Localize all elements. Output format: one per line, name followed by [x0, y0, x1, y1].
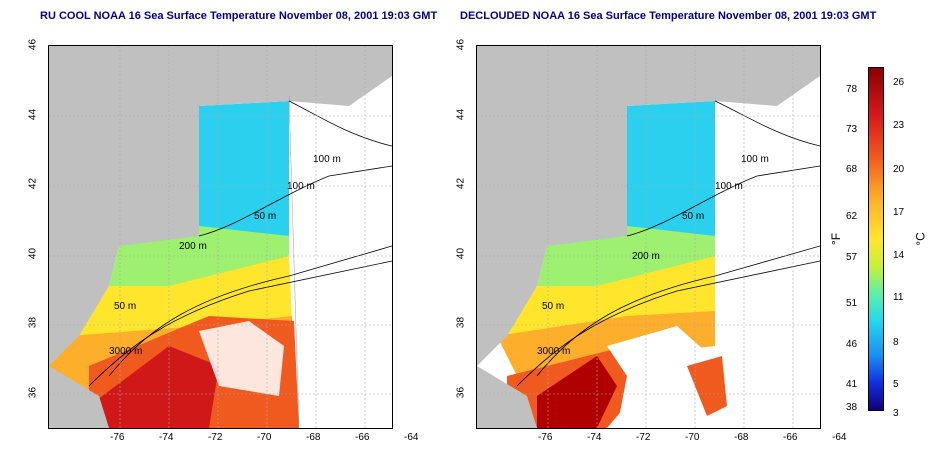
- y-tick-label: 44: [455, 108, 467, 120]
- contour-label-50m-2: 50 m: [542, 301, 565, 312]
- fahrenheit-tick: 62: [846, 211, 858, 222]
- y-tick-label: 42: [455, 178, 467, 190]
- right-sst-map: 100 m 100 m 50 m 200 m 50 m 3000 m: [476, 45, 821, 429]
- celsius-tick: 20: [893, 164, 905, 175]
- x-tick-label: -72: [636, 432, 651, 443]
- celsius-tick: 23: [893, 120, 905, 131]
- contour-label-200m: 200 m: [179, 241, 207, 252]
- contour-label-100m-2: 100 m: [287, 181, 315, 192]
- right-map-title: DECLOUDED NOAA 16 Sea Surface Temperatur…: [460, 10, 877, 22]
- celsius-tick: 3: [893, 408, 899, 419]
- contour-label-50m: 50 m: [682, 211, 705, 222]
- x-tick-label: -70: [685, 432, 700, 443]
- y-tick-label: 38: [455, 317, 467, 329]
- x-tick-label: -64: [832, 432, 847, 443]
- fahrenheit-tick: 68: [846, 164, 858, 175]
- contour-label-3000m: 3000 m: [537, 346, 571, 357]
- contour-label-100m: 100 m: [741, 154, 769, 165]
- y-tick-label: 36: [455, 386, 467, 399]
- x-tick-label: -76: [110, 432, 125, 443]
- celsius-tick: 17: [893, 207, 905, 218]
- fahrenheit-tick: 73: [846, 124, 858, 135]
- temperature-colorbar: [868, 67, 884, 411]
- contour-label-200m: 200 m: [632, 251, 660, 262]
- x-tick-label: -76: [538, 432, 553, 443]
- fahrenheit-tick: 38: [846, 402, 858, 413]
- cloud-patch: [199, 321, 284, 396]
- fahrenheit-tick: 51: [846, 298, 858, 309]
- contour-label-3000m: 3000 m: [109, 346, 143, 357]
- left-map-title: RU COOL NOAA 16 Sea Surface Temperature …: [40, 10, 438, 22]
- celsius-tick: 14: [893, 250, 905, 261]
- celsius-tick: 11: [893, 292, 904, 303]
- contour-label-50m-2: 50 m: [114, 301, 137, 312]
- fahrenheit-tick: 46: [846, 339, 858, 350]
- fahrenheit-tick: 57: [846, 252, 858, 263]
- x-tick-label: -72: [208, 432, 223, 443]
- x-tick-label: -64: [404, 432, 419, 443]
- x-tick-label: -68: [306, 432, 321, 443]
- x-tick-label: -74: [159, 432, 174, 443]
- y-tick-label: 46: [455, 38, 467, 51]
- celsius-unit-label: °C: [913, 232, 928, 246]
- fahrenheit-tick: 78: [846, 84, 858, 95]
- fahrenheit-tick: 41: [846, 379, 858, 390]
- contour-label-100m-2: 100 m: [715, 181, 743, 192]
- y-tick-label: 40: [455, 247, 467, 259]
- y-tick-label: 36: [27, 386, 39, 399]
- celsius-tick: 26: [893, 77, 905, 88]
- celsius-tick: 8: [893, 337, 899, 348]
- x-tick-label: -68: [734, 432, 749, 443]
- contour-label-50m: 50 m: [254, 211, 277, 222]
- x-tick-label: -74: [587, 432, 602, 443]
- y-tick-label: 42: [27, 178, 39, 190]
- contour-label-100m: 100 m: [313, 154, 341, 165]
- y-tick-label: 40: [27, 247, 39, 259]
- y-tick-label: 44: [27, 108, 39, 120]
- celsius-tick: 5: [893, 379, 899, 390]
- cold-water-region: [199, 101, 289, 261]
- left-sst-map: 100 m 100 m 50 m 200 m 50 m 3000 m: [48, 45, 393, 429]
- x-tick-label: -70: [257, 432, 272, 443]
- x-tick-label: -66: [783, 432, 798, 443]
- x-tick-label: -66: [355, 432, 370, 443]
- y-tick-label: 38: [27, 317, 39, 329]
- fahrenheit-unit-label: °F: [829, 232, 844, 246]
- y-tick-label: 46: [27, 38, 39, 51]
